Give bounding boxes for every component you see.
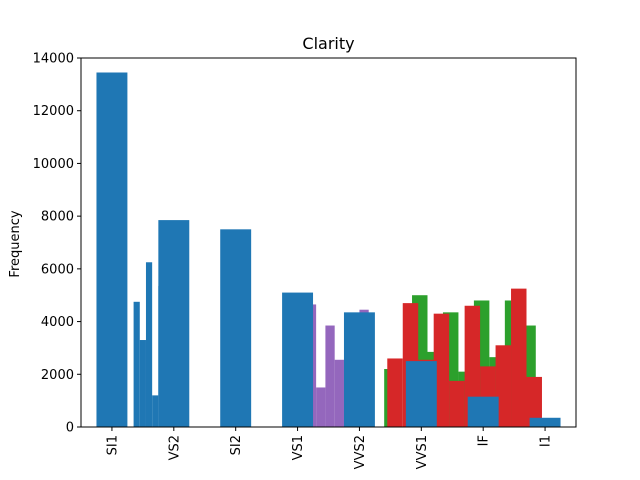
extra-bar-1-3 [334,359,344,427]
bar-vs1 [282,292,314,427]
x-tick-label: I1 [539,435,554,447]
y-tick-label: 6000 [41,262,74,277]
y-tick-label: 4000 [41,315,74,330]
ticks-layer: 0 2000 4000 6000 8000 10000 12000 14000 SI1 VS2 SI… [33,52,554,470]
extra-bar-3-4 [449,380,465,427]
extra-bar-0-3 [152,395,159,427]
y-tick-label: 14000 [33,52,74,67]
bar-si2 [220,229,252,427]
y-tick-label: 8000 [41,210,74,225]
x-tick-label: SI2 [229,435,244,455]
bar-vvs1 [405,361,437,427]
x-tick-label: VS1 [291,435,306,460]
extra-bar-3-3 [433,313,450,427]
y-axis-label: Frequency [8,210,23,277]
plot-frame [80,57,577,428]
y-tick-label: 2000 [41,368,74,383]
extra-bar-0-1 [139,340,146,427]
extra-bar-3-7 [495,345,512,427]
x-tick-label: VS2 [167,435,182,460]
x-tick-label: VVS1 [415,435,430,469]
extra-bar-1-2 [325,325,335,427]
extra-bar-0-0 [133,301,140,427]
extra-bar-1-1 [316,387,326,427]
bar-i1 [529,417,561,427]
extra-bar-3-8 [511,288,527,427]
x-tick-label: IF [477,435,492,446]
extra-bar-0-2 [145,262,153,427]
extra-bar-3-9 [526,376,542,427]
chart-title: Clarity [302,34,354,53]
x-tick-label: VVS2 [353,435,368,469]
extra-bar-3-0 [387,358,403,427]
bar-vs2 [158,220,190,427]
y-tick-label: 0 [66,421,74,436]
extra-bar-3-5 [464,305,481,427]
bars-layer [96,72,561,427]
bar-vvs2 [343,312,375,427]
bar-if [467,396,499,427]
x-tick-label: SI1 [105,435,120,455]
y-tick-label: 12000 [33,104,74,119]
y-tick-label: 10000 [33,157,74,172]
bar-si1 [96,72,128,427]
